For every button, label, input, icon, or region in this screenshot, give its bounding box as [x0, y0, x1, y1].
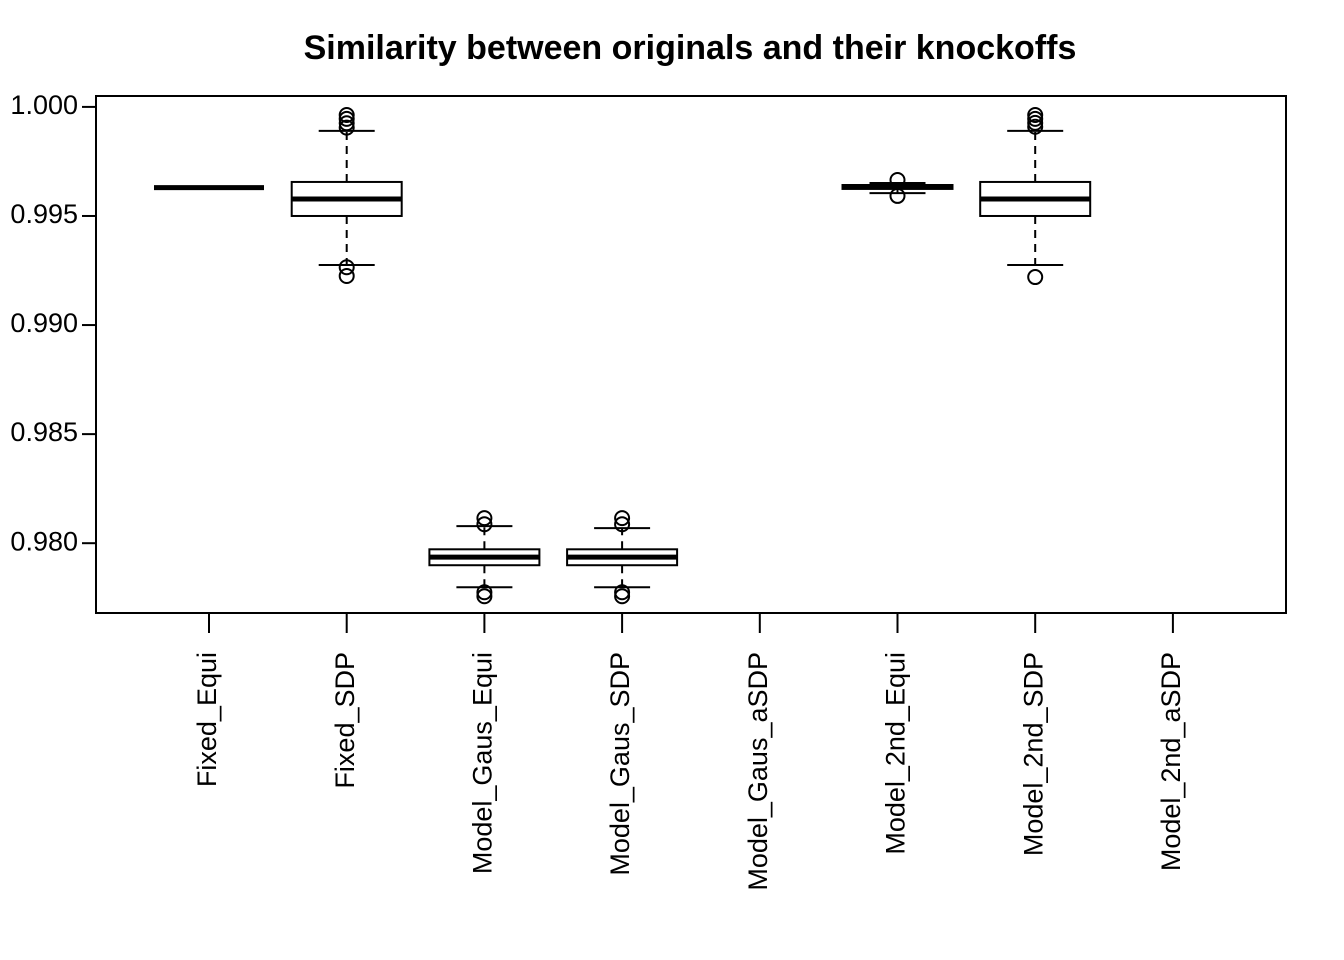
outlier — [476, 510, 493, 527]
outlier — [476, 516, 493, 533]
outlier — [1027, 269, 1044, 286]
x-tick-label: Model_2nd_SDP — [1018, 652, 1048, 856]
outlier — [614, 510, 631, 527]
x-tick-label: Model_Gaus_aSDP — [743, 652, 773, 891]
outlier — [889, 171, 906, 188]
x-tick-label: Fixed_Equi — [192, 652, 222, 787]
y-tick-label: 1.000 — [10, 90, 78, 120]
x-tick-label: Fixed_SDP — [330, 652, 360, 789]
outlier — [338, 115, 355, 132]
chart-title: Similarity between originals and their k… — [304, 29, 1077, 67]
outlier — [889, 187, 906, 204]
y-tick-label: 0.985 — [10, 417, 78, 447]
outlier — [614, 588, 631, 605]
plot-frame — [95, 95, 1287, 614]
outlier — [614, 584, 631, 601]
x-tick-label: Model_2nd_aSDP — [1156, 652, 1186, 871]
x-tick-label: Model_2nd_Equi — [881, 652, 911, 855]
outlier — [1027, 118, 1044, 135]
outlier — [338, 267, 355, 284]
y-tick-label: 0.990 — [10, 308, 78, 338]
outlier — [1027, 106, 1044, 123]
outlier — [614, 516, 631, 533]
outlier — [338, 119, 355, 136]
outlier — [338, 106, 355, 123]
outlier — [1027, 114, 1044, 131]
y-tick-label: 0.995 — [10, 199, 78, 229]
outlier — [476, 588, 493, 605]
x-tick-label: Model_Gaus_SDP — [605, 652, 635, 876]
x-tick-label: Model_Gaus_Equi — [468, 652, 498, 874]
outlier — [476, 584, 493, 601]
outlier — [338, 110, 355, 127]
outlier — [338, 259, 355, 276]
outlier — [1027, 110, 1044, 127]
y-tick-label: 0.980 — [10, 526, 78, 556]
